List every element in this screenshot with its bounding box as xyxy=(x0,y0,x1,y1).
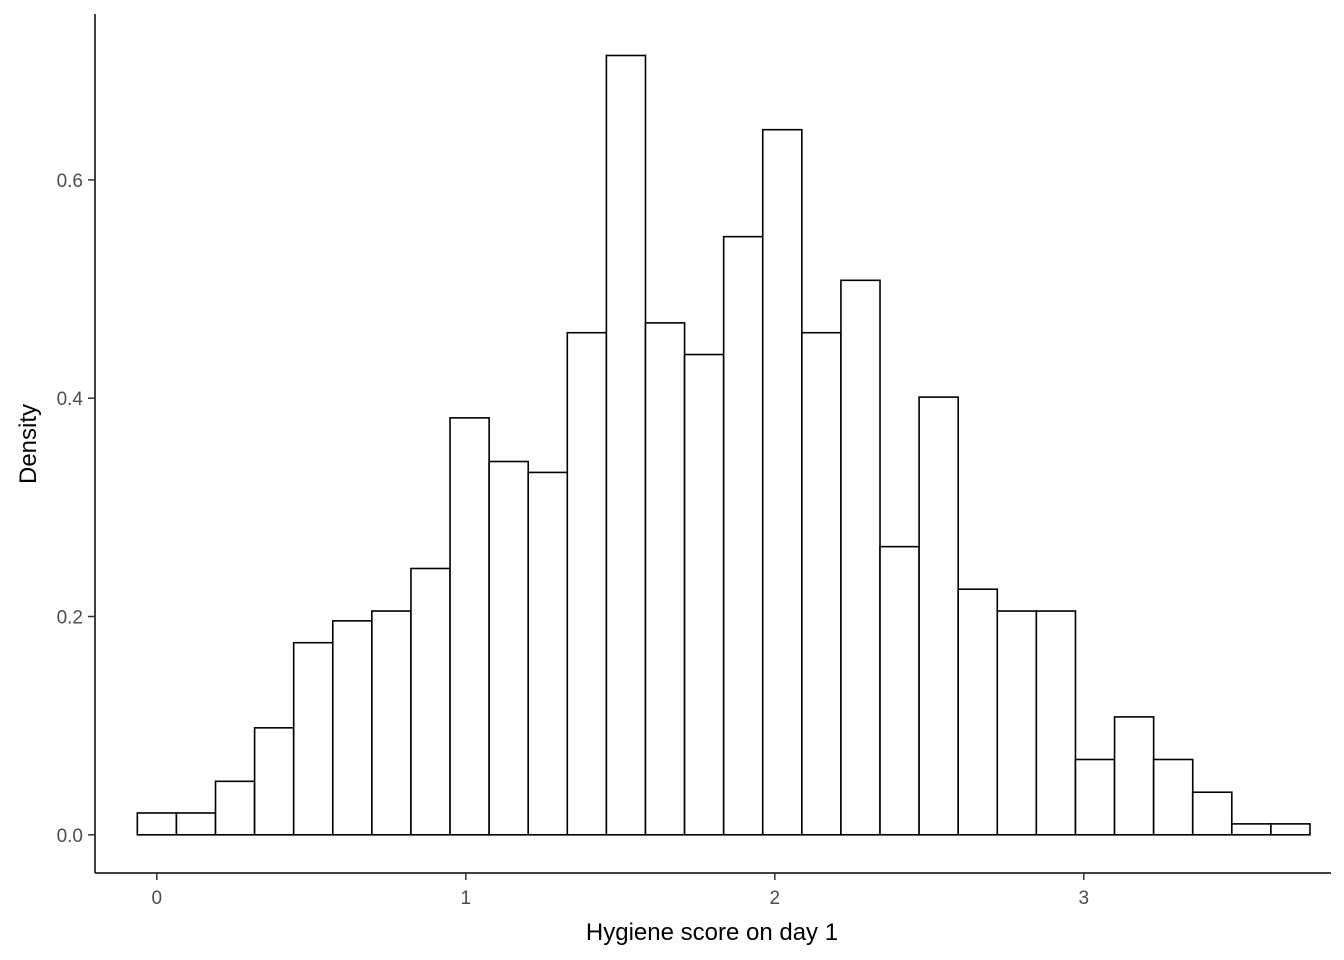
histogram-bar xyxy=(1074,758,1116,836)
histogram-bar xyxy=(292,641,334,836)
histogram-bar xyxy=(331,620,373,836)
histogram-bar xyxy=(996,610,1038,836)
histogram-bar xyxy=(527,471,569,836)
histogram-bar xyxy=(410,567,451,836)
histogram-bar xyxy=(1270,823,1311,836)
x-axis-title: Hygiene score on day 1 xyxy=(586,919,838,946)
histogram-bar xyxy=(175,812,217,836)
histogram-bar xyxy=(136,812,178,836)
histogram-bar xyxy=(1035,610,1077,836)
histogram-bar xyxy=(214,780,256,836)
x-tick-label: 0 xyxy=(152,888,163,909)
histogram-bar xyxy=(566,331,608,836)
bars-group xyxy=(136,54,1311,836)
histogram-bar xyxy=(644,322,686,836)
y-tick-label: 0.4 xyxy=(57,389,84,410)
x-tick-label: 2 xyxy=(770,888,781,909)
histogram-bar xyxy=(1191,791,1233,836)
histogram-bar xyxy=(1113,716,1155,836)
histogram-bar xyxy=(957,588,999,836)
x-tick-label: 1 xyxy=(461,888,472,909)
histogram-bar xyxy=(1152,758,1194,836)
histogram-bar xyxy=(918,396,959,836)
histogram-bar xyxy=(371,610,412,836)
y-tick-label: 0.2 xyxy=(57,608,83,629)
histogram-bar xyxy=(683,353,725,836)
y-tick-label: 0.6 xyxy=(57,171,83,192)
histogram-bar xyxy=(1231,823,1272,836)
histogram-bar xyxy=(840,279,881,836)
histogram-bar xyxy=(253,727,295,836)
y-axis-title: Density xyxy=(15,404,42,484)
x-axis-ticks: 0 1 2 3 xyxy=(152,873,1090,909)
y-tick-label: 0.0 xyxy=(57,826,83,847)
histogram-bar xyxy=(488,460,530,836)
histogram-bar xyxy=(761,128,803,836)
histogram-bar xyxy=(801,331,842,836)
histogram-bar xyxy=(449,417,490,836)
x-tick-label: 3 xyxy=(1079,888,1090,909)
histogram-bar xyxy=(879,545,920,836)
histogram-bar xyxy=(722,235,764,836)
histogram-bar xyxy=(605,54,647,836)
y-axis-ticks: 0.0 0.2 0.4 0.6 xyxy=(57,171,95,847)
